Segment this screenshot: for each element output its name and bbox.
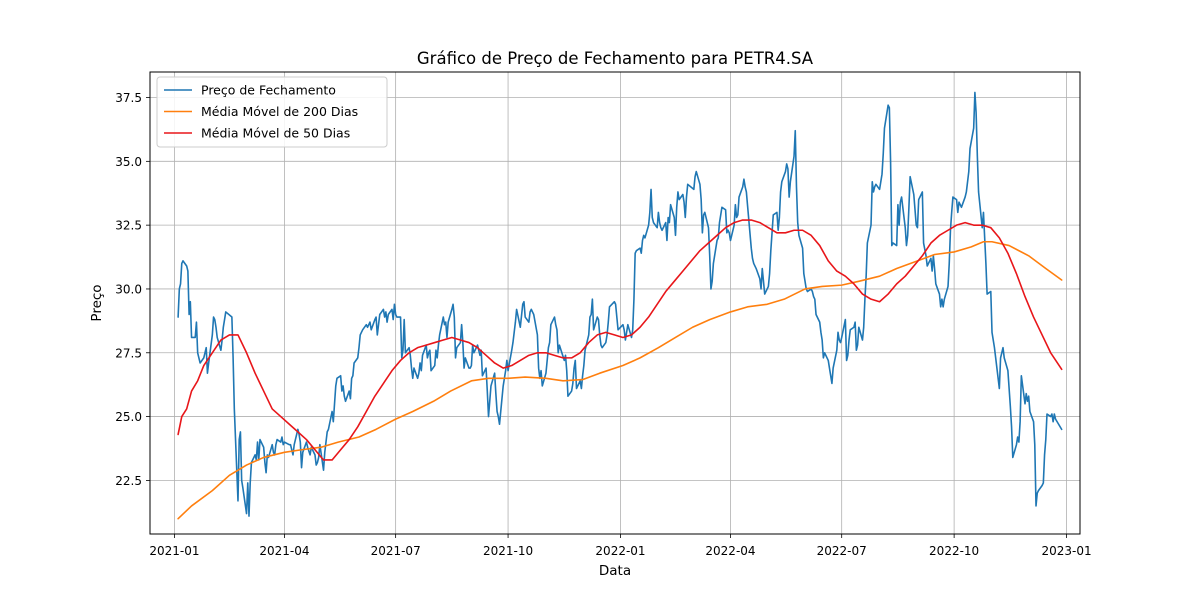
y-tick-label: 32.5 <box>115 219 142 233</box>
legend-label: Preço de Fechamento <box>201 83 336 98</box>
chart-title: Gráfico de Preço de Fechamento para PETR… <box>417 49 814 68</box>
legend-label: Média Móvel de 50 Dias <box>201 126 350 141</box>
y-axis-label: Preço <box>89 284 105 321</box>
legend: Preço de Fechamento Média Móvel de 200 Di… <box>156 76 388 148</box>
series-layer <box>177 91 1063 520</box>
x-tick-label: 2021-10 <box>483 544 533 558</box>
x-axis-ticks: 2021-01 2021-04 2021-07 2021-10 2022-01 2022-… <box>149 534 1092 558</box>
y-axis-ticks: 22.5 25.0 27.5 30.0 32.5 35.0 37.5 <box>115 91 150 488</box>
x-tick-label: 2023-01 <box>1041 544 1091 558</box>
x-tick-label: 2022-04 <box>705 544 755 558</box>
x-tick-label: 2022-07 <box>817 544 867 558</box>
series-line-media-movel-de-50-dias <box>177 219 1063 461</box>
x-tick-label: 2021-01 <box>149 544 199 558</box>
x-tick-label: 2022-01 <box>595 544 645 558</box>
y-tick-label: 22.5 <box>115 474 142 488</box>
y-tick-label: 30.0 <box>115 282 142 296</box>
legend-box <box>156 76 388 148</box>
y-tick-label: 27.5 <box>115 346 142 360</box>
x-tick-label: 2022-10 <box>929 544 979 558</box>
grid-lines <box>150 72 1080 534</box>
y-tick-label: 25.0 <box>115 410 142 424</box>
series-line-preco-de-fechamento <box>177 91 1063 517</box>
legend-label: Média Móvel de 200 Dias <box>201 104 358 119</box>
y-tick-label: 35.0 <box>115 155 142 169</box>
y-tick-label: 37.5 <box>115 91 142 105</box>
series-line-media-movel-de-200-dias <box>177 240 1063 520</box>
x-tick-label: 2021-07 <box>371 544 421 558</box>
x-axis-label: Data <box>599 563 631 579</box>
plot-frame <box>149 71 1081 535</box>
x-tick-label: 2021-04 <box>259 544 309 558</box>
